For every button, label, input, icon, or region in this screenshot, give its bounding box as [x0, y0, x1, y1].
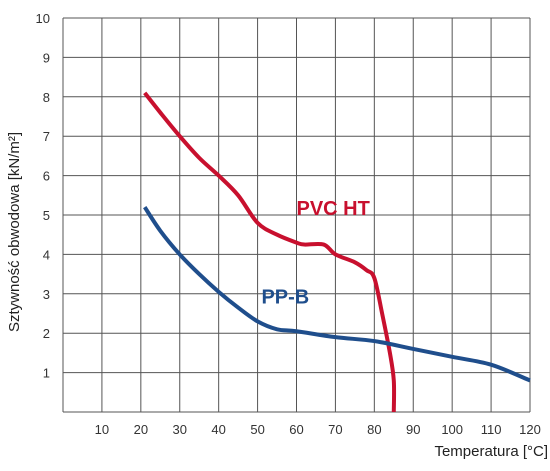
y-tick-label: 5 [43, 208, 50, 223]
y-tick-label: 4 [43, 247, 50, 262]
x-tick-label: 110 [481, 422, 502, 437]
y-tick-label: 7 [43, 129, 50, 144]
y-tick-label: 3 [43, 287, 50, 302]
x-tick-label: 10 [95, 422, 109, 437]
series-lines [143, 91, 531, 413]
series-label-pp-b: PP-B [261, 287, 309, 309]
y-tick-label: 6 [43, 169, 50, 184]
series-line-pp-b [143, 206, 531, 383]
x-tick-label: 70 [328, 422, 342, 437]
x-tick-label: 50 [250, 422, 264, 437]
y-tick-label: 1 [43, 366, 50, 381]
tick-labels: 10 20 30 40 50 60 70 80 90 100 110 120 1 2 3 4 5 6 7 8 9 10 [36, 11, 541, 437]
y-tick-label: 2 [43, 326, 50, 341]
x-tick-label: 100 [441, 422, 463, 437]
x-tick-label: 30 [173, 422, 187, 437]
series-labels: PVC HT PP-B [261, 198, 369, 309]
x-tick-label: 90 [406, 422, 420, 437]
x-tick-label: 20 [134, 422, 148, 437]
x-tick-label: 80 [367, 422, 381, 437]
grid [62, 17, 531, 413]
y-tick-label: 9 [43, 50, 50, 65]
y-tick-label: 8 [43, 90, 50, 105]
series-label-pvc-ht: PVC HT [297, 198, 370, 220]
series-line-pvc-ht [143, 91, 397, 413]
x-axis-title: Temperatura [°C] [434, 443, 548, 460]
y-tick-label: 10 [36, 11, 50, 26]
x-tick-label: 60 [289, 422, 303, 437]
y-axis-title: Sztywność obwodowa [kN/m²] [6, 132, 23, 332]
x-tick-label: 120 [519, 422, 541, 437]
x-tick-label: 40 [211, 422, 225, 437]
